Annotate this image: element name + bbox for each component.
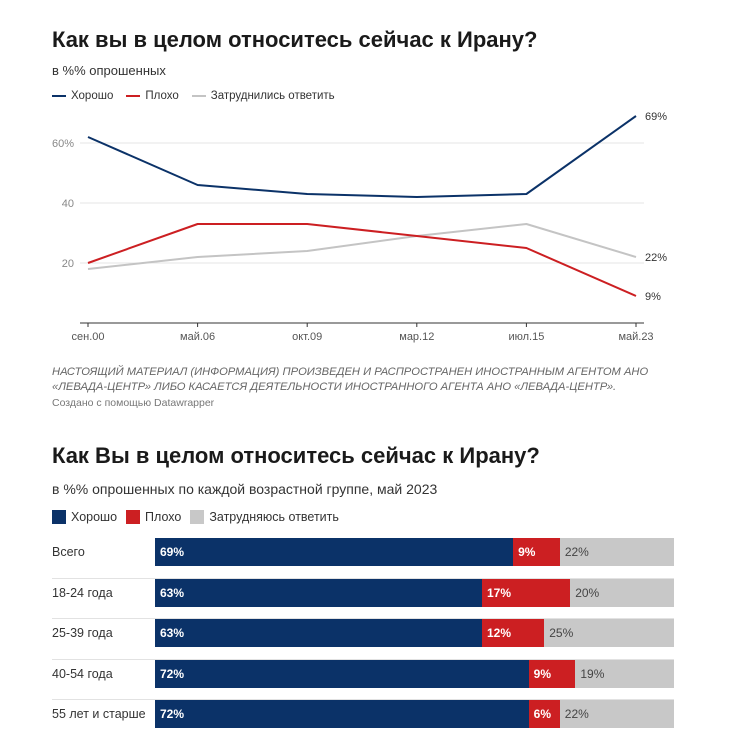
- x-tick-label: июл.15: [508, 331, 544, 343]
- bar-track: 63% 12% 25%: [155, 619, 674, 647]
- bar-segment-good: 63%: [155, 619, 482, 647]
- bar-chart-title: Как Вы в целом относитесь сейчас к Ирану…: [52, 443, 540, 468]
- bar-category-label: 55 лет и старше: [52, 707, 146, 721]
- bar-category-label: 40-54 года: [52, 666, 113, 681]
- legend-swatch-bad: [126, 95, 141, 97]
- end-label-good: 69%: [645, 111, 667, 123]
- legend2-item-good: Хорошо: [52, 510, 117, 524]
- legend2-label-good: Хорошо: [71, 510, 118, 524]
- series-line-good: [87, 115, 637, 198]
- series-line-bad: [87, 223, 637, 297]
- bar-segment-hard: 22%: [559, 700, 674, 728]
- bar-row: 40-54 года 72% 9% 19%: [52, 659, 674, 700]
- end-label-hard: 22%: [645, 252, 667, 264]
- bar-segment-good: 69%: [155, 538, 514, 566]
- legend2-item-hard: Затрудняюсь ответить: [190, 510, 339, 524]
- bar-segment-bad: 12%: [481, 619, 545, 647]
- datawrapper-credit: Создано с помощью Datawrapper: [52, 397, 215, 409]
- line-chart-legend: Хорошо Плохо Затруднились ответить: [52, 90, 348, 102]
- bar-track: 72% 6% 22%: [155, 700, 674, 728]
- bar-segment-good: 72%: [155, 700, 529, 728]
- bar-segment-hard: 20%: [570, 578, 674, 607]
- legend2-label-hard: Затрудняюсь ответить: [209, 510, 339, 524]
- bar-category-label: 18-24 года: [52, 585, 113, 600]
- x-tick-label: сен.00: [72, 331, 105, 343]
- bar-track: 63% 17% 20%: [155, 578, 674, 607]
- bar-row: 18-24 года 63% 17% 20%: [52, 578, 674, 619]
- legend-item-bad: Плохо: [126, 90, 179, 102]
- bar-segment-hard: 22%: [559, 538, 674, 566]
- series-line-hard: [87, 223, 637, 270]
- legend-label-good: Хорошо: [71, 90, 114, 102]
- legend2-item-bad: Плохо: [126, 510, 181, 524]
- bar-segment-bad: 6%: [528, 700, 560, 728]
- bar-segment-hard: 25%: [544, 619, 674, 647]
- bar-chart-subtitle: в %% опрошенных по каждой возрастной гру…: [52, 481, 438, 497]
- bar-chart-legend: Хорошо Плохо Затрудняюсь ответить: [52, 510, 348, 524]
- x-tick-label: май.06: [180, 331, 215, 343]
- bar-segment-good: 72%: [155, 659, 529, 688]
- bar-segment-bad: 9%: [528, 659, 576, 688]
- legend2-swatch-hard: [190, 510, 205, 524]
- bar-row: 55 лет и старше 72% 6% 22%: [52, 700, 674, 740]
- bar-segment-bad: 17%: [481, 578, 571, 607]
- x-tick-label: окт.09: [292, 331, 322, 343]
- end-label-bad: 9%: [645, 291, 661, 303]
- legend-label-bad: Плохо: [145, 90, 179, 102]
- bar-track: 69% 9% 22%: [155, 538, 674, 566]
- legend-item-hard: Затруднились ответить: [191, 90, 335, 102]
- legend2-label-bad: Плохо: [145, 510, 182, 524]
- y-tick-label: 40: [62, 198, 74, 210]
- bar-segment-hard: 19%: [575, 659, 674, 688]
- foreign-agent-note: НАСТОЯЩИЙ МАТЕРИАЛ (ИНФОРМАЦИЯ) ПРОИЗВЕД…: [52, 366, 649, 393]
- bar-category-label: Всего: [52, 545, 85, 559]
- bar-row: 25-39 года 63% 12% 25%: [52, 619, 674, 660]
- line-chart: 20 40 60% сен.00 май.06 окт.09 мар.12 июл.15 май…: [52, 111, 667, 343]
- legend-item-good: Хорошо: [52, 90, 113, 102]
- legend2-swatch-good: [52, 510, 66, 524]
- legend-swatch-good: [52, 95, 66, 97]
- y-tick-label: 20: [62, 258, 74, 270]
- bar-segment-good: 63%: [155, 578, 482, 607]
- legend2-swatch-bad: [126, 510, 141, 524]
- line-chart-title: Как вы в целом относитесь сейчас к Ирану…: [52, 27, 538, 52]
- legend-label-hard: Затруднились ответить: [210, 90, 335, 102]
- y-tick-label: 60%: [52, 138, 74, 150]
- legend-swatch-hard: [191, 95, 206, 97]
- line-chart-subtitle: в %% опрошенных: [52, 63, 166, 78]
- bar-row: Всего 69% 9% 22%: [52, 538, 674, 579]
- bar-category-label: 25-39 года: [52, 626, 113, 640]
- x-tick-label: мар.12: [399, 331, 434, 343]
- bar-segment-bad: 9%: [513, 538, 560, 566]
- x-tick-label: май.23: [618, 331, 653, 343]
- bar-track: 72% 9% 19%: [155, 659, 674, 688]
- stacked-bar-chart: Всего 69% 9% 22% 18-24 года 63% 17% 20% 25-39 го…: [52, 538, 674, 740]
